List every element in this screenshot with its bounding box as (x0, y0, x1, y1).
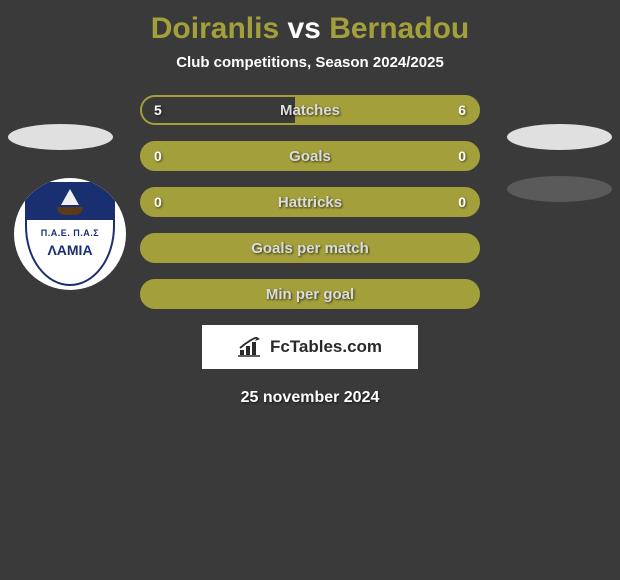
stat-label: Min per goal (266, 286, 354, 303)
left-club-badge: Π.Α.Ε. Π.Α.Σ ΛΑΜΙΑ (14, 178, 126, 290)
stat-bar-min-per-goal: Min per goal (140, 279, 480, 309)
stat-bar-matches: 5 Matches 6 (140, 95, 480, 125)
stat-label: Matches (280, 102, 340, 119)
stat-bar-goals: 0 Goals 0 (140, 141, 480, 171)
brand-text: FcTables.com (270, 337, 382, 357)
shield-top-text: Π.Α.Ε. Π.Α.Σ (27, 228, 113, 238)
right-placeholder-oval-2 (507, 176, 612, 202)
club-shield: Π.Α.Ε. Π.Α.Σ ΛΑΜΙΑ (25, 182, 115, 286)
stat-label: Goals (289, 148, 331, 165)
left-placeholder-oval (8, 124, 113, 150)
shield-wrapper: Π.Α.Ε. Π.Α.Σ ΛΑΜΙΑ (25, 182, 115, 286)
stat-right-value: 6 (458, 102, 466, 118)
stat-left-value: 5 (154, 102, 162, 118)
ship-icon (55, 189, 85, 215)
vs-text: vs (287, 12, 320, 45)
stat-right-value: 0 (458, 194, 466, 210)
shield-top-panel (27, 184, 113, 220)
stat-bar-hattricks: 0 Hattricks 0 (140, 187, 480, 217)
stat-left-value: 0 (154, 194, 162, 210)
stats-bars: 5 Matches 6 0 Goals 0 0 Hattricks 0 Goal… (140, 95, 480, 309)
brand-chart-icon (238, 337, 264, 357)
stat-left-value: 0 (154, 148, 162, 164)
player1-name: Doiranlis (151, 12, 279, 45)
comparison-title: Doiranlis vs Bernadou (0, 0, 620, 54)
stat-label: Hattricks (278, 194, 342, 211)
stat-label: Goals per match (251, 240, 369, 257)
stat-bar-goals-per-match: Goals per match (140, 233, 480, 263)
right-placeholder-oval-1 (507, 124, 612, 150)
brand-box: FcTables.com (202, 325, 418, 369)
date-text: 25 november 2024 (0, 389, 620, 407)
season-subtitle: Club competitions, Season 2024/2025 (0, 54, 620, 95)
shield-main-text: ΛΑΜΙΑ (27, 242, 113, 258)
player2-name: Bernadou (329, 12, 469, 45)
stat-right-value: 0 (458, 148, 466, 164)
